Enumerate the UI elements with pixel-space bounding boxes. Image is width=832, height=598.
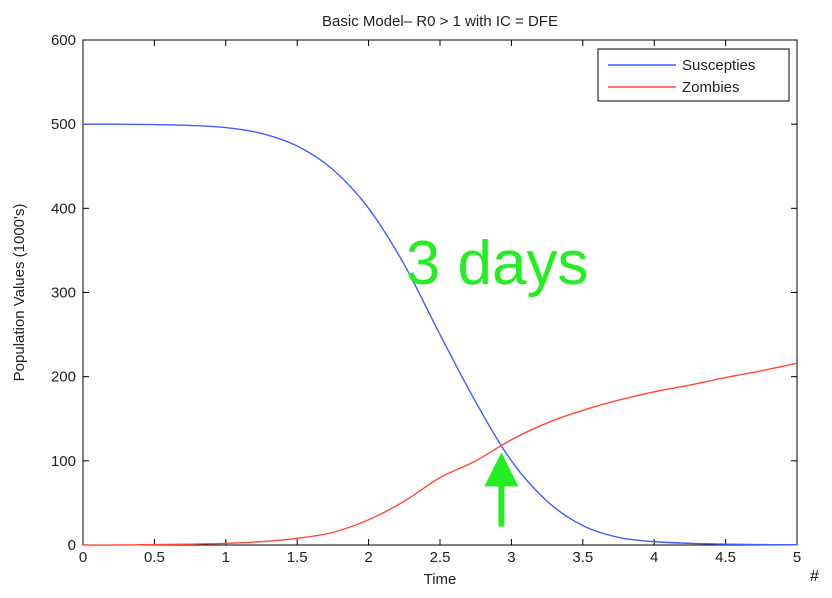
x-tick-label: 3.5 bbox=[572, 549, 593, 566]
corner-hash-mark: # bbox=[810, 568, 819, 585]
x-tick-label: 2.5 bbox=[430, 549, 451, 566]
arrow-annotation bbox=[484, 452, 519, 527]
x-tick-label: 5 bbox=[793, 549, 801, 566]
arrow-head bbox=[484, 452, 519, 487]
x-tick-label: 1.5 bbox=[287, 549, 308, 566]
series-line-zombies bbox=[82, 362, 798, 546]
y-axis-label: Population Values (1000's) bbox=[11, 204, 28, 382]
y-tick-label: 500 bbox=[51, 116, 76, 133]
annotation-3-days: 3 days bbox=[406, 229, 589, 298]
x-tick-label: 0.5 bbox=[144, 549, 165, 566]
y-tick-label: 300 bbox=[51, 285, 76, 302]
x-tick-label: 4.5 bbox=[715, 549, 736, 566]
x-tick-label: 0 bbox=[79, 549, 87, 566]
chart-title: Basic Model– R0 > 1 with IC = DFE bbox=[322, 13, 558, 30]
y-tick-label: 200 bbox=[51, 369, 76, 386]
x-tick-label: 4 bbox=[650, 549, 658, 566]
legend-box bbox=[597, 48, 790, 102]
x-tick-label: 2 bbox=[364, 549, 372, 566]
x-tick-label: 3 bbox=[507, 549, 515, 566]
x-tick-label: 1 bbox=[222, 549, 230, 566]
legend-label: Zombies bbox=[682, 79, 740, 96]
legend-label: Suscepties bbox=[682, 57, 755, 74]
x-axis-label: Time bbox=[424, 571, 457, 588]
series-line-suscepties bbox=[82, 123, 798, 546]
y-tick-label: 400 bbox=[51, 200, 76, 217]
y-tick-label: 100 bbox=[51, 453, 76, 470]
y-tick-label: 600 bbox=[51, 32, 76, 49]
y-tick-label: 0 bbox=[68, 537, 76, 554]
